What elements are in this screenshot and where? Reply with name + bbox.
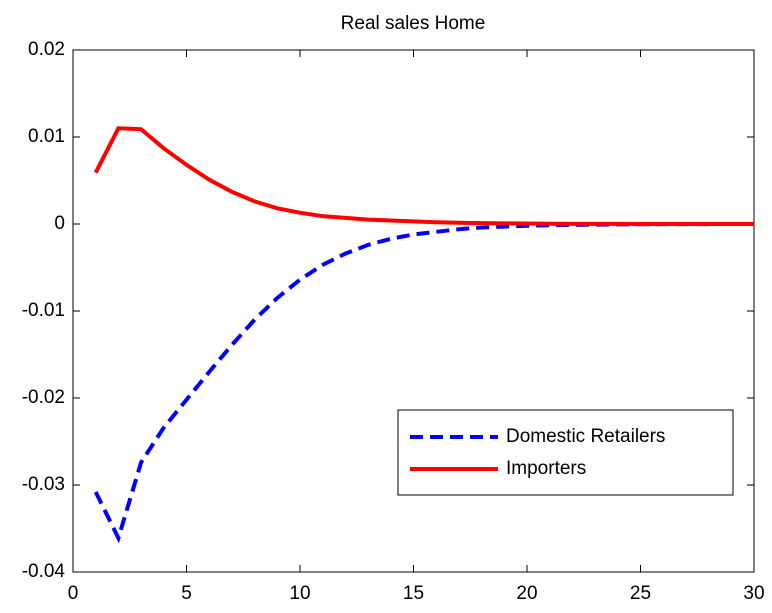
x-tick-label: 20 xyxy=(516,583,537,604)
x-tick-label: 25 xyxy=(630,583,651,604)
legend-box xyxy=(397,409,734,496)
series-line xyxy=(93,126,754,226)
y-tick-label: 0 xyxy=(54,213,65,234)
y-tick-label: -0.04 xyxy=(22,561,66,582)
chart-title: Real sales Home xyxy=(341,13,486,34)
y-tick-label: -0.02 xyxy=(22,387,65,408)
x-tick-label: 0 xyxy=(68,583,79,604)
x-tick-label: 10 xyxy=(289,583,310,604)
legend-label: Domestic Retailers xyxy=(506,426,665,447)
y-tick-label: 0.02 xyxy=(28,39,65,60)
x-tick-label: 15 xyxy=(403,583,424,604)
legend-label: Importers xyxy=(506,458,586,479)
y-tick-label: -0.03 xyxy=(22,474,65,495)
y-tick-label: 0.01 xyxy=(28,126,65,147)
x-tick-label: 5 xyxy=(181,583,192,604)
x-tick-label: 30 xyxy=(743,583,764,604)
y-tick-label: -0.01 xyxy=(22,300,65,321)
